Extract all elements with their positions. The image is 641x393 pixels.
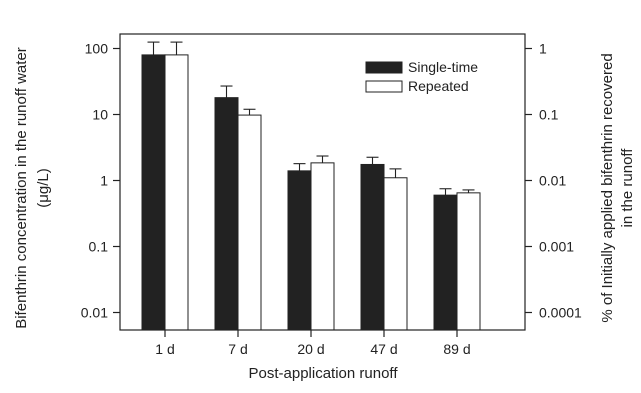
bar-single-time <box>141 54 166 331</box>
bars-layer <box>141 54 481 331</box>
bar-single-time <box>214 97 239 331</box>
left-tick-label: 0.1 <box>89 239 109 255</box>
left-axis-label: Bifenthrin concentration in the runoff w… <box>13 47 52 329</box>
right-tick-label: 0.1 <box>539 107 559 123</box>
x-tick-label: 7 d <box>228 341 247 357</box>
error-bars-layer <box>147 41 475 196</box>
bar-single-time <box>360 163 385 331</box>
right-axis-ticks: 0.0001 0.001 0.01 0.1 1 <box>525 41 582 321</box>
right-tick-label: 0.001 <box>539 239 574 255</box>
left-tick-label: 10 <box>92 107 108 123</box>
x-tick-label: 1 d <box>155 341 174 357</box>
right-axis-label-line-2: in the runoff <box>619 148 636 228</box>
right-tick-label: 1 <box>539 41 547 57</box>
bar-single-time <box>287 170 312 331</box>
right-axis-label-line-1: % of Initially applied bifenthrin recove… <box>599 53 616 322</box>
x-tick-label: 20 d <box>297 341 324 357</box>
right-tick-label: 0.01 <box>539 173 566 189</box>
x-axis-label: Post-application runoff <box>249 365 399 382</box>
right-tick-label: 0.0001 <box>539 305 582 321</box>
left-axis-label-line-2: (μg/L) <box>35 168 52 208</box>
plot-frame <box>119 33 526 331</box>
legend-label-repeated: Repeated <box>408 78 469 94</box>
left-tick-label: 100 <box>85 41 109 57</box>
left-tick-label: 0.01 <box>81 305 108 321</box>
bar-single-time <box>433 194 458 331</box>
x-tick-label: 89 d <box>443 341 470 357</box>
legend-label-single-time: Single-time <box>408 59 478 75</box>
legend: Single-time Repeated <box>365 59 478 94</box>
bar-repeated <box>383 177 408 331</box>
bar-repeated <box>456 192 481 331</box>
right-axis-label: % of Initially applied bifenthrin recove… <box>599 53 636 322</box>
bar-repeated <box>164 54 189 331</box>
left-axis-label-line-1: Bifenthrin concentration in the runoff w… <box>13 47 30 329</box>
x-axis-ticks: 1 d 7 d 20 d 47 d 89 d <box>155 330 471 357</box>
legend-swatch-single-time <box>365 61 403 74</box>
left-tick-label: 1 <box>100 173 108 189</box>
left-axis-ticks: 0.01 0.1 1 10 100 <box>81 41 120 321</box>
x-tick-label: 47 d <box>370 341 397 357</box>
bar-repeated <box>237 114 262 331</box>
bar-repeated <box>310 162 335 331</box>
legend-swatch-repeated <box>365 80 403 93</box>
